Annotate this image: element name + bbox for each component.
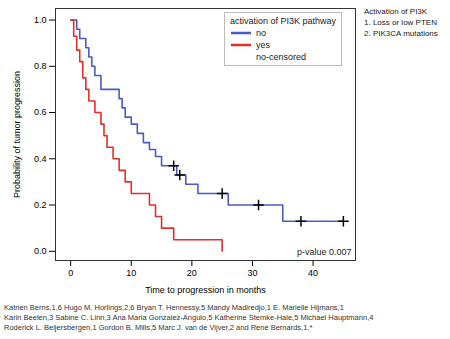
svg-text:0.2: 0.2 xyxy=(34,200,47,210)
html-text:no-censored: no-censored xyxy=(256,52,306,62)
svg-text:10: 10 xyxy=(126,268,136,278)
html-text:Roderick L. Beijersbergen,1 Go: Roderick L. Beijersbergen,1 Gordon B. Mi… xyxy=(4,323,313,332)
svg-text:0.4: 0.4 xyxy=(34,154,47,164)
svg-text:0.6: 0.6 xyxy=(34,107,47,117)
html-text:yes: yes xyxy=(256,40,270,50)
svg-text:40: 40 xyxy=(308,268,318,278)
svg-text:Time to progression in months: Time to progression in months xyxy=(145,285,266,295)
html-text:no: no xyxy=(256,28,266,38)
html-text:Karin Beelen,3 Sabine C. Linn,: Karin Beelen,3 Sabine C. Linn,3 Ana Mari… xyxy=(4,313,374,322)
html-text:Katrien Berns,1,6 Hugo M. Horl: Katrien Berns,1,6 Hugo M. Horlings,2,6 B… xyxy=(4,303,344,312)
html-text:1. Loss or low PTEN: 1. Loss or low PTEN xyxy=(364,18,437,27)
svg-text:1.0: 1.0 xyxy=(34,15,47,25)
svg-text:20: 20 xyxy=(187,268,197,278)
svg-text:0: 0 xyxy=(68,268,73,278)
html-text:Activation of PI3K: Activation of PI3K xyxy=(364,7,428,16)
html-text:2. PIK3CA mutations: 2. PIK3CA mutations xyxy=(364,29,438,38)
svg-text:0.0: 0.0 xyxy=(34,246,47,256)
svg-text:0.8: 0.8 xyxy=(34,61,47,71)
svg-text:30: 30 xyxy=(247,268,257,278)
html-text:activation of PI3K pathway: activation of PI3K pathway xyxy=(230,16,337,26)
svg-text:p-value 0.007: p-value 0.007 xyxy=(297,247,352,257)
svg-text:Probability of tumor progressi: Probability of tumor progression xyxy=(12,71,22,198)
